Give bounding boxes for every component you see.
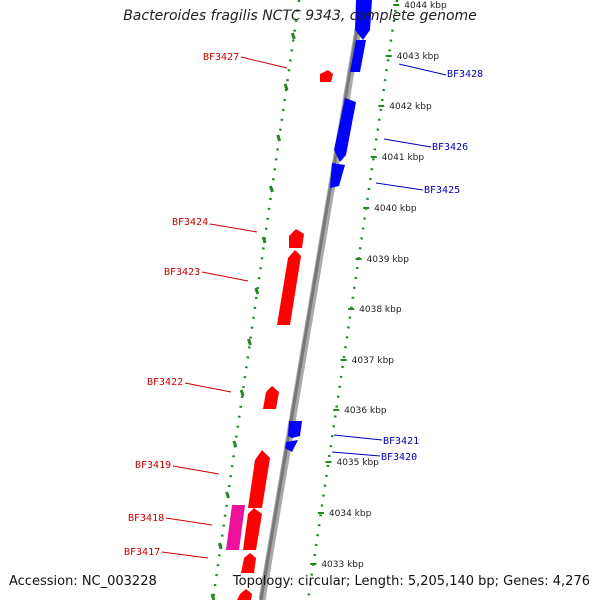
topology-summary: Topology: circular; Length: 5,205,140 bp… xyxy=(232,574,590,589)
label-bf3422[interactable]: BF3422 xyxy=(147,377,183,388)
gene-bf3423-feature[interactable] xyxy=(277,250,301,325)
label-bf3419[interactable]: BF3419 xyxy=(135,460,171,471)
kbp-tick-label: 4042 kbp xyxy=(389,102,432,112)
kbp-tick-label: 4040 kbp xyxy=(374,204,417,214)
label-bf3421[interactable]: BF3421 xyxy=(383,436,419,447)
kbp-tick-label: 4037 kbp xyxy=(352,356,395,366)
outer-tick-mark xyxy=(225,491,230,499)
kbp-tick-label: 4039 kbp xyxy=(367,255,410,265)
kbp-tick-label: 4036 kbp xyxy=(344,406,387,416)
outer-tick-mark xyxy=(254,287,260,295)
gene-bf3428-feature[interactable] xyxy=(350,40,366,72)
outer-tick-mark xyxy=(276,134,282,142)
gene-bf3424-feature[interactable] xyxy=(289,229,304,248)
gene-bf3418b-feature[interactable] xyxy=(243,508,262,550)
kbp-tick-label: 4041 kbp xyxy=(382,153,425,163)
map-title: Bacteroides fragilis NCTC 9343, complete… xyxy=(123,8,477,24)
left-gene-labels: BF3427 BF3424 BF3423 BF3422 BF3419 BF341… xyxy=(124,52,288,559)
label-bf3423[interactable]: BF3423 xyxy=(164,267,200,278)
right-gene-labels: BF3428 BF3426 BF3425 BF3421 BF3420 xyxy=(331,63,483,463)
gene-bf3419-feature[interactable] xyxy=(248,450,270,508)
leader-bf3426 xyxy=(383,138,432,148)
label-bf3417[interactable]: BF3417 xyxy=(124,547,160,558)
leader-bf3421 xyxy=(333,434,383,441)
leader-bf3424 xyxy=(209,223,258,233)
kbp-scale: 4044 kbp 4043 kbp 4042 kbp 4041 kbp 4040 kbp… xyxy=(310,1,447,570)
leader-bf3427 xyxy=(240,56,288,69)
kbp-tick-label: 4035 kbp xyxy=(336,458,379,468)
kbp-tick-label: 4043 kbp xyxy=(397,52,440,62)
label-bf3420[interactable]: BF3420 xyxy=(381,452,417,463)
gene-bf3416-feature[interactable] xyxy=(237,589,252,600)
gene-bf3425-feature[interactable] xyxy=(330,163,345,188)
outer-tick-mark xyxy=(217,542,223,550)
label-bf3428[interactable]: BF3428 xyxy=(447,69,483,80)
left-tick-marks xyxy=(210,32,296,600)
leader-bf3420 xyxy=(331,451,381,457)
outer-tick-mark xyxy=(239,389,245,397)
inner-guide-line xyxy=(306,0,399,600)
label-bf3427[interactable]: BF3427 xyxy=(203,52,239,63)
leader-bf3423 xyxy=(201,271,249,282)
kbp-tick-label: 4034 kbp xyxy=(329,509,372,519)
leader-bf3417 xyxy=(161,551,209,559)
gene-bf3422-feature[interactable] xyxy=(263,386,279,409)
gene-bf3420-feature[interactable] xyxy=(285,440,298,452)
label-bf3425[interactable]: BF3425 xyxy=(424,185,460,196)
outer-tick-mark xyxy=(210,593,216,600)
outer-tick-mark xyxy=(283,83,289,91)
kbp-tick-label: 4033 kbp xyxy=(321,560,364,570)
gene-bf3418-feature[interactable] xyxy=(226,505,245,550)
leader-bf3428 xyxy=(398,63,447,76)
leader-bf3419 xyxy=(172,465,220,475)
gene-bf3427-feature[interactable] xyxy=(320,70,333,82)
label-bf3426[interactable]: BF3426 xyxy=(432,142,468,153)
gene-features xyxy=(226,0,372,600)
outer-tick-mark xyxy=(247,338,252,346)
label-bf3418[interactable]: BF3418 xyxy=(128,513,164,524)
outer-tick-mark xyxy=(290,32,296,40)
outer-tick-mark xyxy=(232,440,238,448)
gene-bf3421-feature[interactable] xyxy=(288,421,302,438)
kbp-tick-label: 4038 kbp xyxy=(359,305,402,315)
outer-guide-line xyxy=(211,0,301,600)
outer-tick-mark xyxy=(268,185,274,193)
leader-bf3425 xyxy=(375,182,424,191)
leader-bf3422 xyxy=(184,382,232,393)
gene-bf3429-feature[interactable] xyxy=(355,0,372,40)
leader-bf3418 xyxy=(165,517,213,526)
kbp-tick-label: 4044 kbp xyxy=(404,1,447,11)
gene-bf3417-feature[interactable] xyxy=(241,553,256,573)
outer-tick-mark xyxy=(261,236,267,244)
gene-bf3426-feature[interactable] xyxy=(334,98,356,162)
label-bf3424[interactable]: BF3424 xyxy=(172,217,208,228)
accession-text: Accession: NC_003228 xyxy=(9,574,157,589)
